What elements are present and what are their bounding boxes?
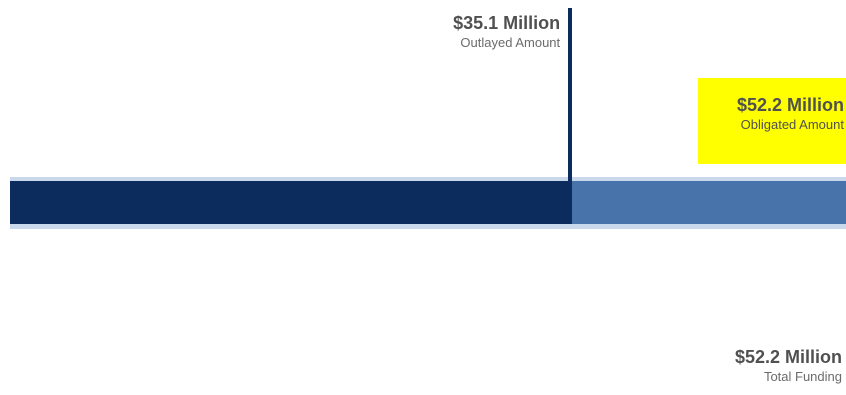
obligated-amount-label: $52.2 Million Obligated Amount — [698, 78, 846, 164]
outlayed-amount-label: $35.1 Million Outlayed Amount — [453, 12, 560, 52]
outlayed-amount-marker-line — [568, 8, 573, 224]
total-funding-caption: Total Funding — [763, 369, 842, 384]
obligated-amount-caption: Obligated Amount — [740, 117, 844, 132]
total-funding-label: $52.2 Million Total Funding — [735, 346, 842, 386]
obligated-amount-value: $52.2 Million — [736, 95, 844, 115]
outlayed-amount-value: $35.1 Million — [453, 13, 561, 33]
outlayed-amount-bar — [10, 181, 573, 224]
outlayed-amount-caption: Outlayed Amount — [460, 35, 561, 50]
total-funding-value: $52.2 Million — [734, 347, 842, 367]
